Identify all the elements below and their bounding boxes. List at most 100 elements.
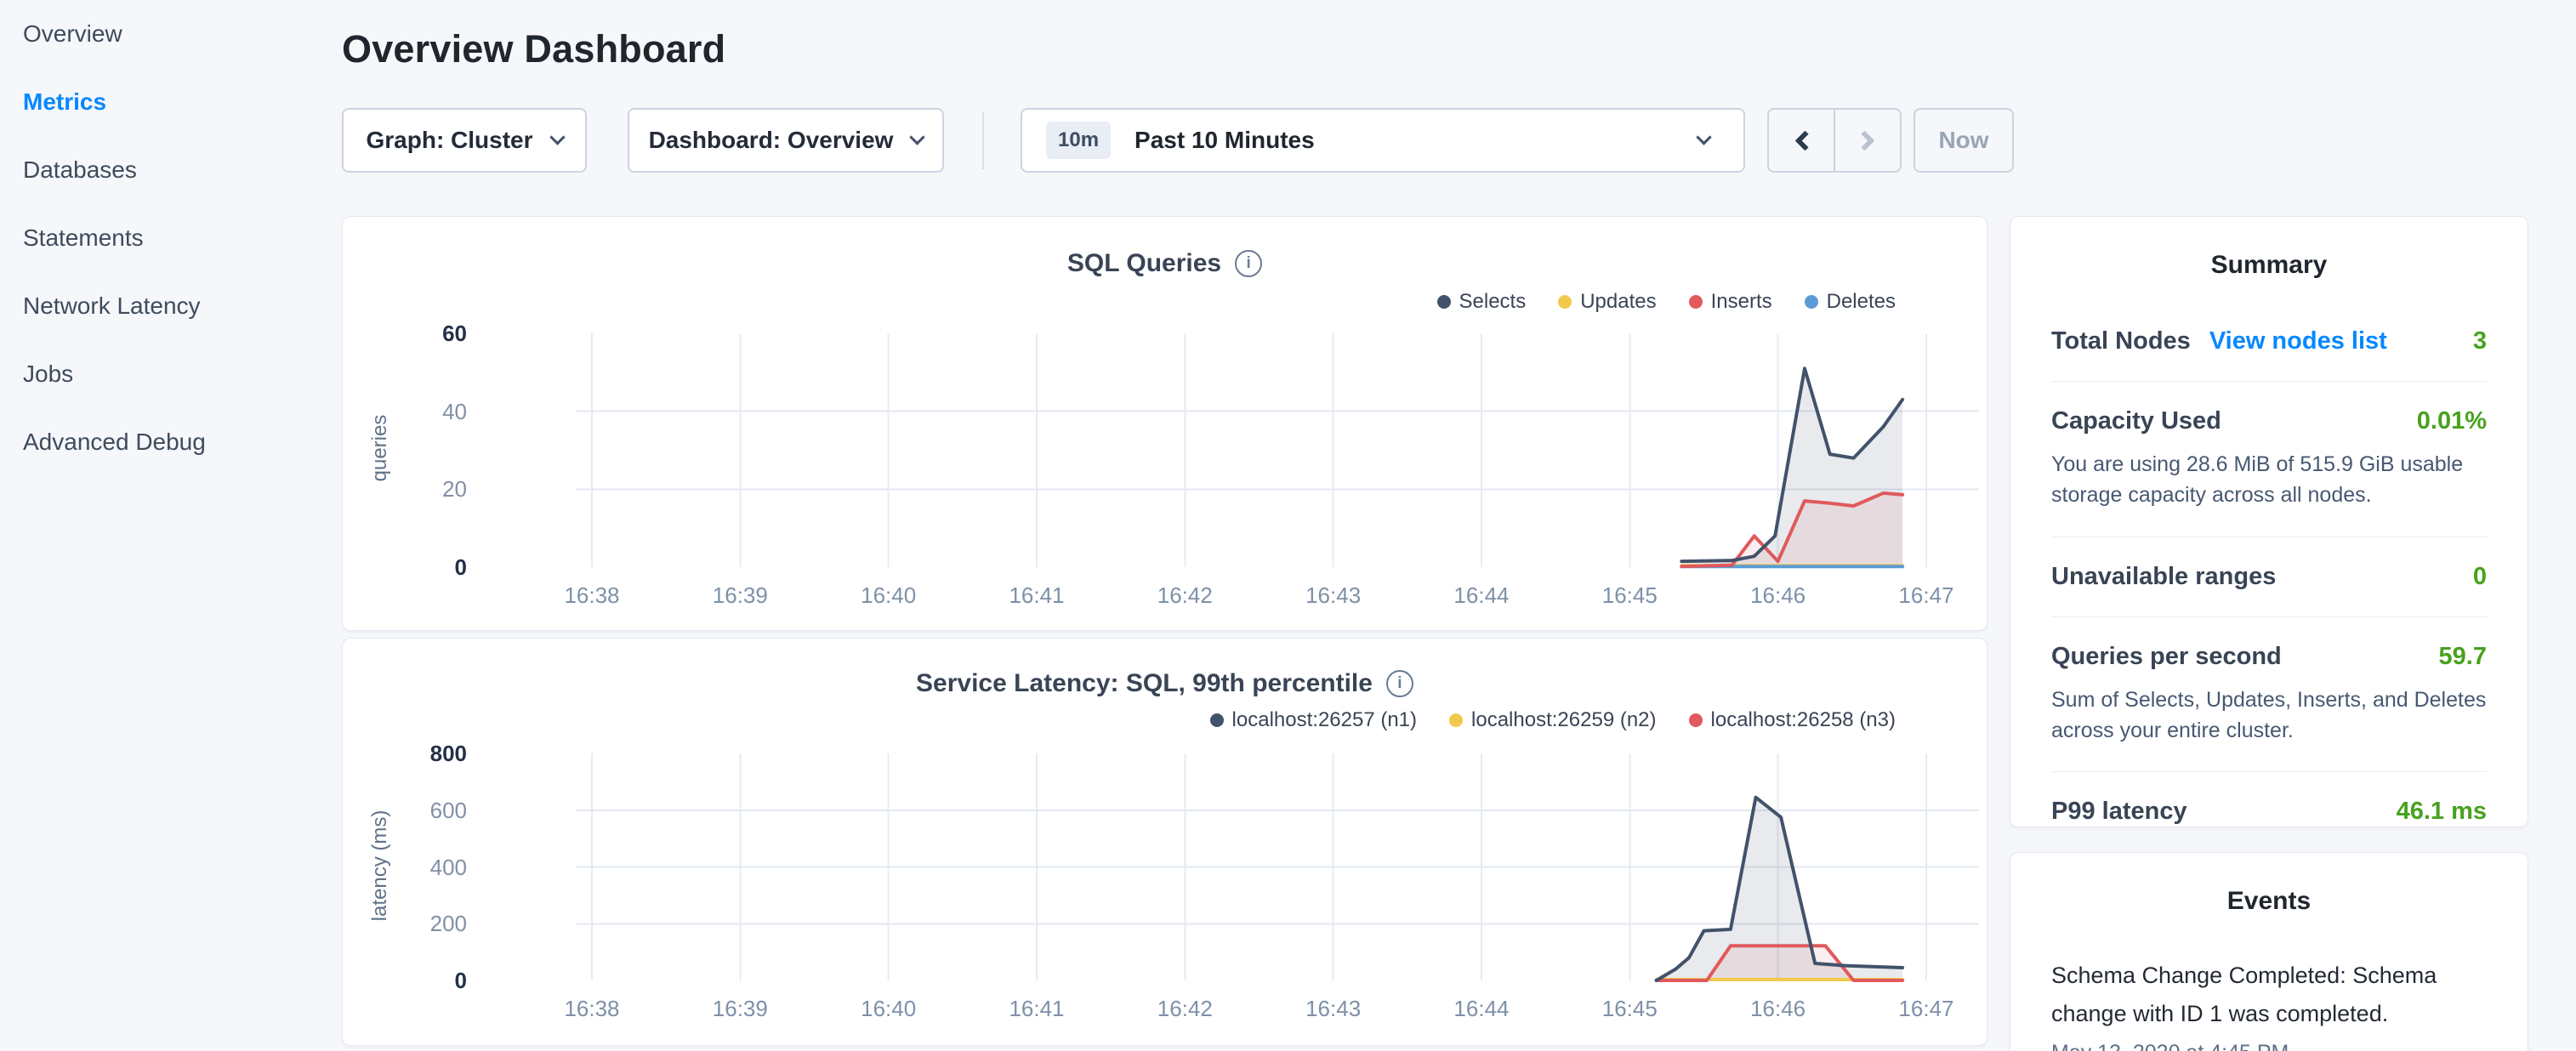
sidebar-item-advanced-debug[interactable]: Advanced Debug: [23, 423, 206, 461]
legend-label: localhost:26257 (n1): [1232, 708, 1417, 732]
x-axis-tick-label: 16:42: [1125, 996, 1244, 1022]
time-step-forward-button[interactable]: [1835, 110, 1900, 171]
legend-item: Deletes: [1805, 290, 1896, 314]
legend-dot-icon: [1449, 713, 1463, 727]
x-axis-tick-label: 16:40: [829, 582, 948, 609]
sql-queries-chart-card: SQL Queries SelectsUpdatesInsertsDeletes…: [342, 216, 1987, 631]
x-axis-tick-label: 16:40: [829, 996, 948, 1022]
sql-queries-plot[interactable]: [477, 331, 1984, 571]
summary-row-value: 46.1 ms: [2397, 798, 2487, 826]
legend-item: localhost:26259 (n2): [1449, 708, 1656, 732]
summary-row-description: You are using 28.6 MiB of 515.9 GiB usab…: [2051, 449, 2487, 511]
graph-scope-dropdown-label: Graph: Cluster: [366, 127, 532, 154]
toolbar-divider: [982, 111, 984, 169]
sidebar-item-overview[interactable]: Overview: [23, 15, 122, 53]
view-nodes-list-link[interactable]: View nodes list: [2209, 327, 2387, 355]
legend-dot-icon: [1558, 295, 1572, 309]
time-step-back-button[interactable]: [1769, 110, 1835, 171]
summary-panel: Summary Total Nodes View nodes list 3 Ca…: [2010, 216, 2528, 827]
event-list-item[interactable]: Schema Change Completed: Schema change w…: [2051, 957, 2487, 1051]
now-button[interactable]: Now: [1914, 108, 2014, 173]
graph-scope-dropdown[interactable]: Graph: Cluster: [342, 108, 587, 173]
x-axis-tick-label: 16:47: [1867, 582, 1986, 609]
sidebar-item-metrics[interactable]: Metrics: [23, 83, 106, 121]
divider: [2051, 616, 2487, 617]
x-axis-tick-label: 16:46: [1719, 996, 1838, 1022]
y-axis-tick-label: 20: [343, 476, 467, 502]
dashboard-dropdown[interactable]: Dashboard: Overview: [628, 108, 944, 173]
legend-item: Updates: [1558, 290, 1656, 314]
x-axis-tick-label: 16:45: [1570, 996, 1689, 1022]
x-axis-tick-label: 16:38: [532, 996, 651, 1022]
legend-item: Inserts: [1689, 290, 1772, 314]
legend-dot-icon: [1805, 295, 1818, 309]
chevron-left-icon: [1794, 130, 1815, 151]
chevron-down-icon: [1696, 129, 1711, 145]
sidebar-item-network-latency[interactable]: Network Latency: [23, 287, 201, 325]
y-axis-tick-label: 200: [343, 911, 467, 936]
legend-label: Deletes: [1827, 290, 1896, 314]
y-axis-tick-label: 600: [343, 798, 467, 823]
time-range-selector[interactable]: 10m Past 10 Minutes: [1021, 108, 1745, 173]
event-message: Schema Change Completed: Schema change w…: [2051, 957, 2487, 1032]
summary-row-queries-per-second: Queries per second 59.7: [2051, 643, 2487, 671]
x-axis-tick-label: 16:44: [1422, 996, 1541, 1022]
sidebar-item-databases[interactable]: Databases: [23, 151, 137, 189]
y-axis-tick-label: 60: [343, 321, 467, 346]
x-axis-tick-label: 16:41: [977, 996, 1096, 1022]
y-axis-tick-label: 40: [343, 399, 467, 424]
info-icon[interactable]: [1235, 250, 1262, 277]
divider: [2051, 381, 2487, 382]
chevron-down-icon: [910, 129, 925, 145]
summary-row-label: Total Nodes: [2051, 327, 2191, 355]
chart-legend: Selects Updates Inserts Deletes: [1437, 290, 1896, 314]
y-axis-tick-label: 0: [343, 554, 467, 580]
x-axis-tick-label: 16:43: [1274, 582, 1393, 609]
summary-row-total-nodes: Total Nodes View nodes list 3: [2051, 327, 2487, 355]
summary-row-value: 0.01%: [2417, 407, 2487, 435]
legend-label: localhost:26259 (n2): [1471, 708, 1656, 732]
legend-item: Selects: [1437, 290, 1527, 314]
legend-label: Inserts: [1711, 290, 1772, 314]
legend-label: Selects: [1459, 290, 1527, 314]
x-axis-tick-label: 16:41: [977, 582, 1096, 609]
time-range-label: Past 10 Minutes: [1134, 127, 1680, 154]
summary-row-label: P99 latency: [2051, 798, 2187, 826]
y-axis-tick-label: 400: [343, 855, 467, 880]
sidebar-item-jobs[interactable]: Jobs: [23, 355, 73, 393]
legend-dot-icon: [1210, 713, 1224, 727]
x-axis-tick-label: 16:39: [680, 996, 799, 1022]
x-axis-tick-label: 16:38: [532, 582, 651, 609]
events-panel: Events Schema Change Completed: Schema c…: [2010, 852, 2528, 1051]
summary-title: Summary: [2051, 251, 2487, 280]
service-latency-chart-card: Service Latency: SQL, 99th percentile lo…: [342, 638, 1987, 1046]
chart-title: Service Latency: SQL, 99th percentile: [916, 669, 1373, 698]
summary-row-capacity-used: Capacity Used 0.01%: [2051, 407, 2487, 435]
summary-row-p99-latency: P99 latency 46.1 ms: [2051, 798, 2487, 826]
summary-row-label: Unavailable ranges: [2051, 563, 2276, 591]
app-root: Overview Metrics Databases Statements Ne…: [0, 0, 2576, 1051]
chevron-right-icon: [1854, 130, 1874, 151]
x-axis-tick-label: 16:44: [1422, 582, 1541, 609]
time-step-buttons: [1767, 108, 1902, 173]
summary-row-label: Capacity Used: [2051, 407, 2221, 435]
legend-dot-icon: [1689, 295, 1703, 309]
summary-row-unavailable-ranges: Unavailable ranges 0: [2051, 563, 2487, 591]
legend-item: localhost:26258 (n3): [1689, 708, 1896, 732]
chevron-down-icon: [549, 129, 565, 145]
x-axis-tick-label: 16:42: [1125, 582, 1244, 609]
summary-row-description: Sum of Selects, Updates, Inserts, and De…: [2051, 685, 2487, 747]
summary-row-label: Queries per second: [2051, 643, 2282, 671]
legend-dot-icon: [1689, 713, 1703, 727]
y-axis-tick-label: 800: [343, 741, 467, 766]
x-axis-tick-label: 16:46: [1719, 582, 1838, 609]
dashboard-dropdown-label: Dashboard: Overview: [649, 127, 894, 154]
sidebar-item-statements[interactable]: Statements: [23, 219, 144, 257]
legend-item: localhost:26257 (n1): [1210, 708, 1417, 732]
sidebar: Overview Metrics Databases Statements Ne…: [0, 0, 342, 1051]
event-timestamp: May 13, 2020 at 4:45 PM: [2051, 1041, 2487, 1051]
legend-label: Updates: [1580, 290, 1656, 314]
service-latency-plot[interactable]: [477, 750, 1984, 987]
info-icon[interactable]: [1386, 670, 1413, 697]
divider: [2051, 771, 2487, 772]
